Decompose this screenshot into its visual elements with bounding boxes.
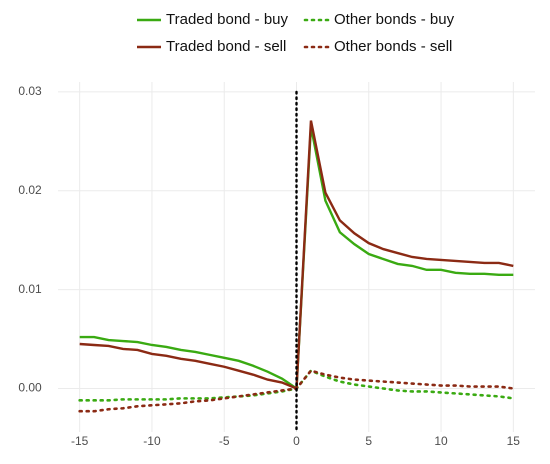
- x-tick-label: 10: [434, 434, 448, 448]
- x-tick-label: 15: [507, 434, 521, 448]
- legend-label: Traded bond - buy: [166, 11, 289, 28]
- x-tick-label: -5: [219, 434, 230, 448]
- y-tick-label: 0.03: [18, 84, 42, 98]
- x-tick-label: 5: [365, 434, 372, 448]
- x-tick-label: -10: [143, 434, 161, 448]
- legend-label: Other bonds - buy: [334, 11, 455, 28]
- y-tick-label: 0.01: [18, 282, 42, 296]
- y-tick-label: 0.00: [18, 381, 42, 395]
- legend-label: Other bonds - sell: [334, 38, 452, 55]
- x-tick-label: -15: [71, 434, 89, 448]
- legend-label: Traded bond - sell: [166, 38, 286, 55]
- y-tick-label: 0.02: [18, 183, 42, 197]
- x-tick-label: 0: [293, 434, 300, 448]
